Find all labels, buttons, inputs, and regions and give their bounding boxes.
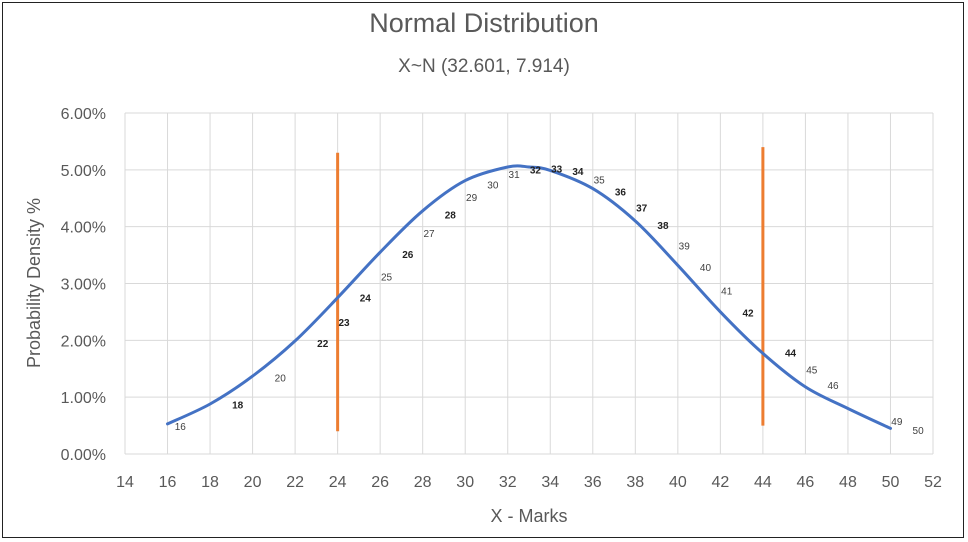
data-label: 42: [742, 308, 754, 319]
data-label: 49: [891, 417, 903, 428]
x-tick-label: 24: [329, 474, 347, 491]
x-tick-label: 52: [924, 474, 942, 491]
data-label: 38: [657, 221, 669, 232]
x-tick-label: 16: [159, 474, 177, 491]
x-tick-label: 22: [286, 474, 304, 491]
data-label: 31: [509, 170, 521, 181]
data-label: 46: [828, 381, 840, 392]
data-label: 32: [530, 165, 542, 176]
y-tick-labels: 0.00% 1.00% 2.00% 3.00% 4.00% 5.00% 6.00%: [61, 106, 106, 464]
data-label: 50: [913, 426, 925, 437]
data-label: 34: [572, 167, 584, 178]
chart-title: Normal Distribution: [369, 8, 599, 38]
data-label: 30: [487, 181, 499, 192]
data-label: 44: [785, 348, 797, 359]
data-label: 20: [275, 373, 287, 384]
gridlines: [124, 112, 934, 455]
x-tick-label: 30: [456, 474, 474, 491]
y-axis-title: Probability Density %: [24, 198, 44, 368]
y-tick-label: 6.00%: [61, 106, 106, 123]
series-line: [166, 164, 892, 430]
data-label: 35: [594, 175, 606, 186]
y-tick-label: 3.00%: [61, 277, 106, 294]
x-axis-title: X - Marks: [490, 506, 567, 526]
data-labels: 16 18 20 22 23 24 25 26 27 28 29 30 31 32 33 34 35 36 37 38…: [175, 165, 924, 437]
data-label: 27: [424, 229, 436, 240]
y-tick-label: 0.00%: [61, 447, 106, 464]
x-tick-label: 28: [414, 474, 432, 491]
x-tick-label: 14: [116, 474, 134, 491]
data-label: 16: [175, 422, 187, 433]
x-tick-label: 46: [797, 474, 815, 491]
x-tick-label: 38: [626, 474, 644, 491]
x-tick-label: 26: [371, 474, 389, 491]
data-label: 36: [615, 187, 627, 198]
data-label: 39: [679, 241, 691, 252]
y-tick-label: 2.00%: [61, 333, 106, 350]
data-label: 22: [317, 339, 329, 350]
x-tick-labels: 14 16 18 20 22 24 26 28 30 32 34 36 38 40 42 44 46 48 50 52: [116, 474, 942, 491]
y-tick-label: 5.00%: [61, 163, 106, 180]
x-tick-label: 48: [839, 474, 857, 491]
data-label: 26: [402, 250, 414, 261]
data-label: 33: [551, 165, 563, 176]
data-label: 24: [360, 294, 372, 305]
x-tick-label: 32: [499, 474, 517, 491]
data-label: 25: [381, 273, 393, 284]
x-tick-label: 44: [754, 474, 772, 491]
data-label: 37: [636, 203, 648, 214]
vertical-lines: [336, 147, 765, 432]
data-label: 18: [232, 401, 244, 412]
y-tick-label: 1.00%: [61, 390, 106, 407]
data-label: 45: [806, 365, 818, 376]
x-tick-label: 50: [882, 474, 900, 491]
x-tick-label: 42: [711, 474, 729, 491]
data-label: 40: [700, 263, 712, 274]
x-tick-label: 40: [669, 474, 687, 491]
chart-subtitle: X~N (32.601, 7.914): [398, 56, 570, 77]
data-label: 41: [721, 286, 733, 297]
data-label: 28: [445, 211, 457, 222]
x-tick-label: 34: [541, 474, 559, 491]
x-tick-label: 18: [201, 474, 219, 491]
data-label: 23: [338, 318, 350, 329]
x-tick-label: 36: [584, 474, 602, 491]
series-group: [166, 164, 892, 430]
data-label: 29: [466, 193, 478, 204]
x-tick-label: 20: [244, 474, 262, 491]
y-tick-label: 4.00%: [61, 220, 106, 237]
